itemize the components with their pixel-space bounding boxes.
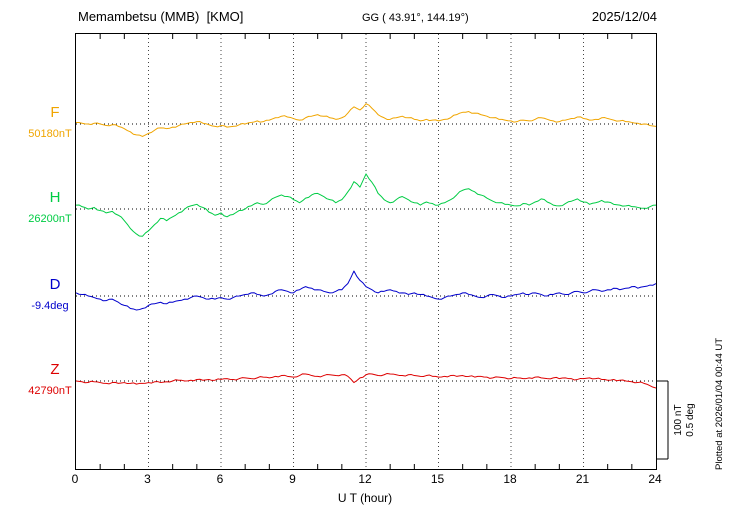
series-label-Z: Z [50, 361, 60, 378]
geographic-coordinates: GG ( 43.91°, 144.19°) [362, 12, 469, 24]
x-tick-label: 12 [358, 472, 372, 486]
plot-frame [75, 33, 657, 470]
x-tick-label: 15 [430, 472, 445, 486]
series-baseline-value-H: 26200nT [28, 213, 72, 225]
x-tick-label: 24 [648, 472, 662, 486]
x-tick-label: 3 [144, 472, 151, 486]
scale-bar [656, 380, 669, 460]
series-label-D: D [49, 276, 61, 293]
x-tick-label: 9 [289, 472, 296, 486]
x-tick-label: 21 [575, 472, 590, 486]
series-label-H: H [49, 189, 61, 206]
magnetogram-chart [76, 34, 656, 469]
series-baseline-value-D: -9.4deg [31, 300, 69, 312]
trace-D [76, 270, 656, 311]
plotted-at-note: Plotted at 2026/01/04 00:44 UT [714, 337, 725, 470]
scale-deg-label: 0.5 deg [685, 403, 696, 437]
x-tick-label: 6 [216, 472, 224, 486]
observation-date: 2025/12/04 [591, 9, 657, 24]
trace-F [76, 103, 656, 137]
scale-nt-label: 100 nT [673, 404, 684, 436]
x-axis-title: U T (hour) [337, 491, 393, 505]
scale-bar-labels: 100 nT 0.5 deg [673, 393, 699, 447]
trace-H [76, 173, 656, 237]
trace-Z [76, 372, 656, 389]
x-tick-label: 18 [503, 472, 517, 486]
series-baseline-value-Z: 42790nT [28, 385, 72, 397]
x-tick-label: 0 [71, 472, 79, 486]
series-baseline-value-F: 50180nT [28, 128, 72, 140]
series-label-F: F [50, 104, 60, 121]
page-title: Memambetsu (MMB) [KMO] [78, 9, 244, 24]
